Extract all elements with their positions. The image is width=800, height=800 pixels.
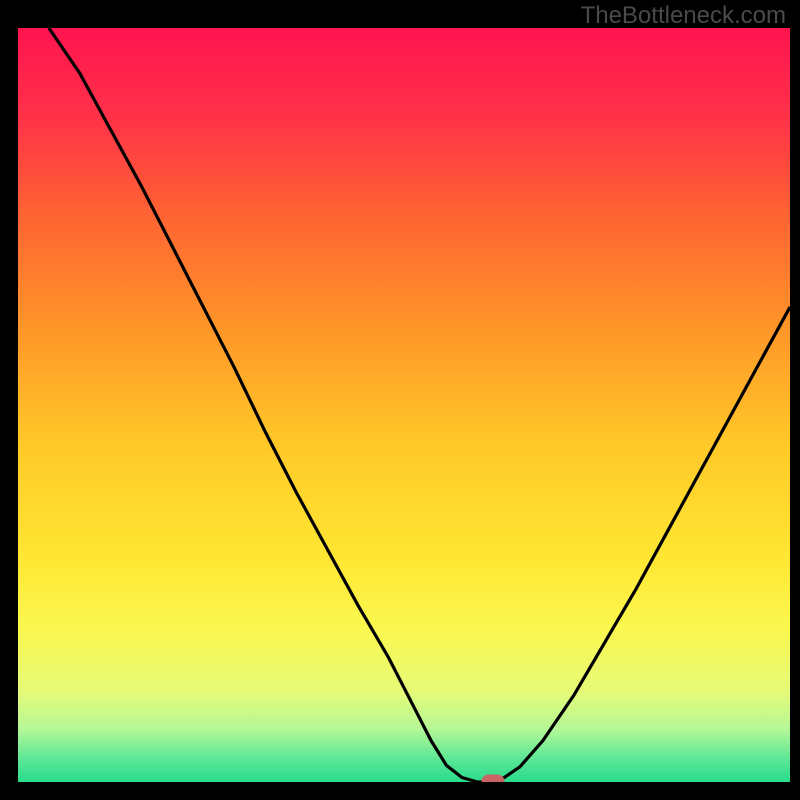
chart-container: TheBottleneck.com bbox=[0, 0, 800, 800]
optimum-marker bbox=[481, 775, 504, 783]
curve-layer bbox=[18, 28, 790, 782]
watermark-text: TheBottleneck.com bbox=[581, 2, 786, 30]
plot-area bbox=[18, 28, 790, 782]
bottleneck-curve bbox=[49, 28, 790, 782]
